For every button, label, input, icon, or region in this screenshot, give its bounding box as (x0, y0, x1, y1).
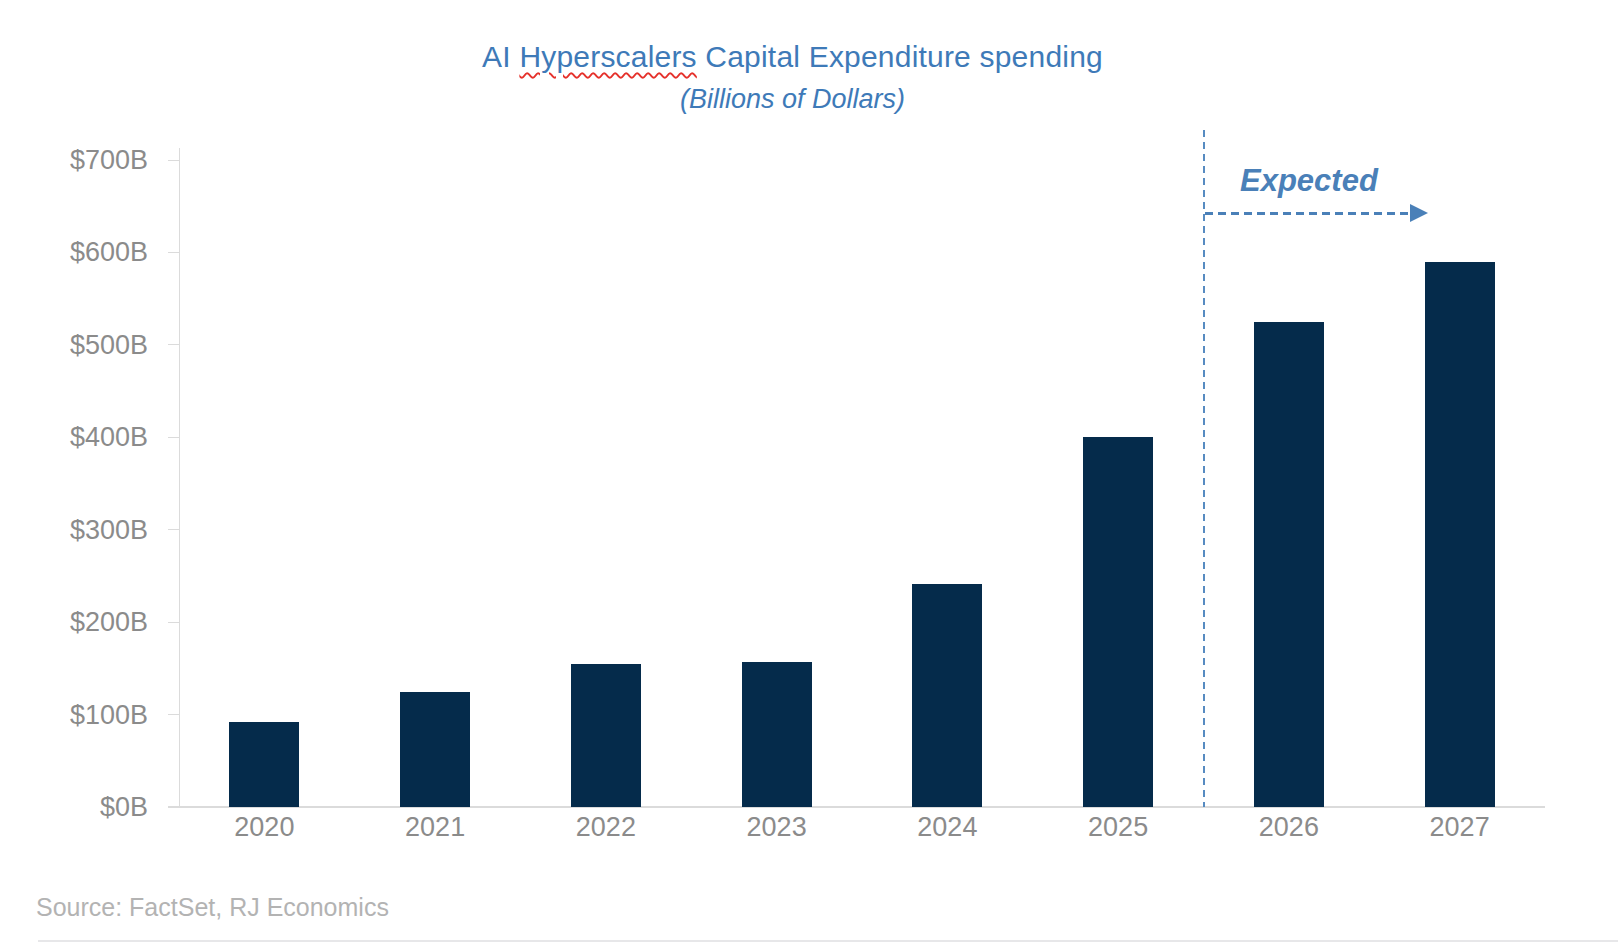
bar-slot-2025 (1033, 160, 1204, 807)
y-tick-label-700: $700B (30, 144, 148, 176)
bar-slot-2024 (862, 160, 1033, 807)
x-label-2024: 2024 (862, 813, 1033, 841)
bar-slot-2020 (179, 160, 350, 807)
plot-area (179, 160, 1545, 807)
x-label-2021: 2021 (350, 813, 521, 841)
bar-2025 (1083, 437, 1153, 807)
chart-title-post: Capital Expenditure spending (697, 40, 1103, 73)
x-axis-labels: 20202021202220232024202520262027 (179, 813, 1545, 841)
bar-2021 (400, 692, 470, 807)
chart-title: AI Hyperscalers Capital Expenditure spen… (0, 40, 1585, 74)
bar-2022 (571, 664, 641, 807)
x-label-2027: 2027 (1374, 813, 1545, 841)
y-tick-mark (168, 437, 179, 438)
bar-2023 (742, 662, 812, 807)
bar-slot-2026 (1204, 160, 1375, 807)
y-axis: $700B$600B$500B$400B$300B$200B$100B$0B (0, 160, 179, 807)
y-tick-label-0: $0B (30, 791, 148, 823)
y-tick-label-100: $100B (30, 699, 148, 731)
x-label-2026: 2026 (1204, 813, 1375, 841)
forecast-divider-dashed-line (1203, 130, 1205, 807)
bars-series (179, 160, 1545, 807)
y-tick-mark (168, 529, 179, 530)
y-tick-label-200: $200B (30, 606, 148, 638)
bar-slot-2027 (1374, 160, 1545, 807)
bottom-edge-divider (38, 940, 1618, 942)
expected-annotation-label: Expected (1240, 162, 1378, 200)
bar-2027 (1425, 262, 1495, 807)
y-tick-label-600: $600B (30, 236, 148, 268)
bar-2026 (1254, 322, 1324, 807)
misspelled-word-hyperscalers: Hyperscalers (519, 40, 696, 73)
chart-subtitle: (Billions of Dollars) (0, 83, 1585, 115)
source-note: Source: FactSet, RJ Economics (36, 892, 389, 922)
y-tick-label-300: $300B (30, 514, 148, 546)
y-tick-label-400: $400B (30, 421, 148, 453)
y-tick-mark (168, 714, 179, 715)
y-tick-mark (168, 160, 179, 161)
expected-arrow-dashed-line (1205, 212, 1410, 215)
x-label-2020: 2020 (179, 813, 350, 841)
bar-slot-2022 (521, 160, 692, 807)
chart-title-pre: AI (482, 40, 519, 73)
x-label-2025: 2025 (1033, 813, 1204, 841)
x-label-2022: 2022 (521, 813, 692, 841)
bar-slot-2023 (691, 160, 862, 807)
bar-2020 (229, 722, 299, 807)
y-tick-mark (168, 344, 179, 345)
x-label-2023: 2023 (691, 813, 862, 841)
y-tick-mark (168, 252, 179, 253)
y-tick-label-500: $500B (30, 329, 148, 361)
expected-arrow-head-icon (1410, 204, 1428, 222)
chart-canvas: AI Hyperscalers Capital Expenditure spen… (0, 0, 1618, 946)
y-tick-mark (168, 622, 179, 623)
bar-2024 (912, 584, 982, 807)
bar-slot-2021 (350, 160, 521, 807)
